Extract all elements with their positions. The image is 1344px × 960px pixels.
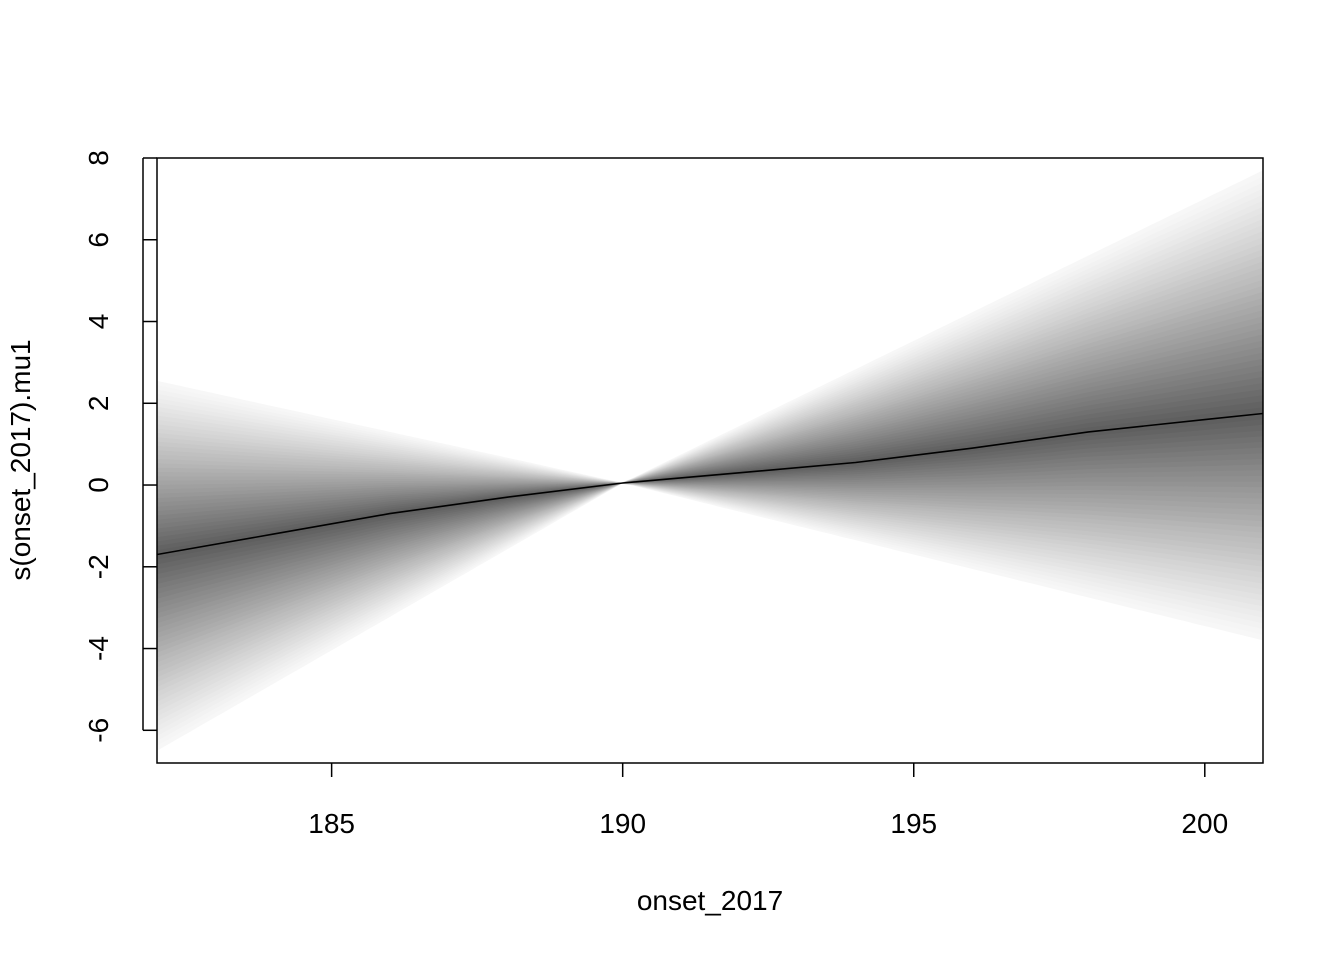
confidence-band <box>157 389 1263 575</box>
x-axis: 185 190 195 200 <box>308 763 1228 839</box>
series-line <box>157 412 1263 556</box>
confidence-band <box>157 395 1263 570</box>
x-tick-label: 185 <box>308 808 355 839</box>
y-tick-label: 6 <box>83 232 114 248</box>
y-axis-title: s(onset_2017).mu1 <box>5 339 36 580</box>
confidence-band <box>157 383 1263 579</box>
y-tick-label: 4 <box>83 314 114 330</box>
y-tick-label: -6 <box>83 718 114 743</box>
x-tick-label: 190 <box>599 808 646 839</box>
y-tick-label: 0 <box>83 477 114 493</box>
x-tick-label: 200 <box>1181 808 1228 839</box>
y-tick-label: -4 <box>83 636 114 661</box>
y-tick-label: -2 <box>83 554 114 579</box>
confidence-bands <box>157 170 1263 751</box>
series-lines <box>157 412 1263 556</box>
plot-frame <box>156 157 1264 764</box>
y-axis: -6 -4 -2 0 2 4 6 8 <box>83 150 157 743</box>
x-tick-label: 195 <box>890 808 937 839</box>
y-tick-label: 2 <box>83 396 114 412</box>
x-axis-title: onset_2017 <box>637 885 783 916</box>
confidence-band <box>157 401 1263 565</box>
y-tick-label: 8 <box>83 150 114 166</box>
